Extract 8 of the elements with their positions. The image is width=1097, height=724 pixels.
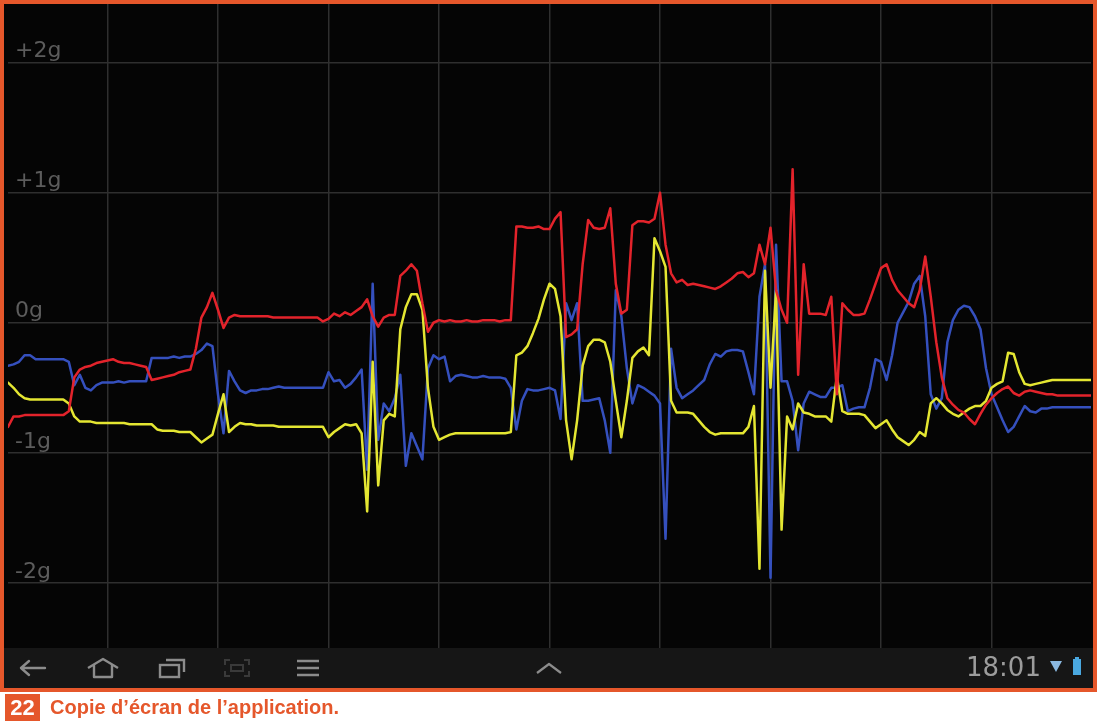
y-tick-label: +2g — [15, 37, 62, 63]
y-tick-label: 0g — [15, 297, 43, 323]
y-tick-label: -1g — [15, 427, 51, 453]
y-tick-label: -2g — [15, 557, 51, 583]
text: 18:01 — [966, 651, 1041, 683]
y-tick-label: +1g — [15, 167, 62, 193]
text: 22 — [5, 694, 40, 721]
text: Copie d’écran de l’application. — [50, 695, 339, 720]
